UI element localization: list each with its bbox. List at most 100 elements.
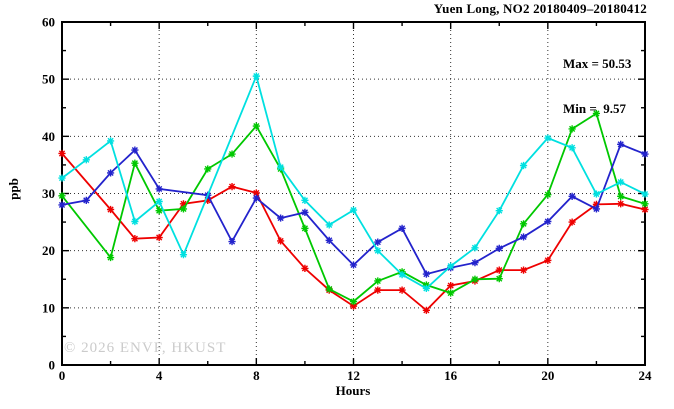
data-point [617, 192, 625, 200]
data-point [568, 192, 576, 200]
data-point [374, 238, 382, 246]
data-point [398, 271, 406, 279]
data-point [82, 196, 90, 204]
y-tick-label-30: 30 [42, 186, 55, 201]
data-point [568, 218, 576, 226]
data-point [228, 183, 236, 191]
data-point [592, 200, 601, 208]
data-point [617, 200, 625, 208]
data-point [155, 197, 163, 206]
data-point [58, 174, 66, 182]
series-blue-markers [58, 140, 649, 278]
data-point [519, 233, 528, 241]
data-point [277, 163, 285, 171]
data-point [179, 205, 188, 213]
data-point [325, 285, 333, 293]
data-point [519, 161, 528, 170]
data-point [155, 233, 163, 242]
data-point [325, 221, 333, 229]
series-blue-line [61, 143, 646, 276]
y-tick-label-50: 50 [42, 72, 55, 87]
data-point [301, 224, 309, 232]
data-point [131, 235, 139, 243]
y-axis-title: ppb [6, 178, 21, 200]
max-min-annotation: Max = 50.53 Min = 9.57 [563, 26, 631, 146]
data-point [228, 237, 236, 246]
y-tick-label-20: 20 [42, 243, 55, 258]
data-point [422, 270, 430, 278]
watermark: © 2026 ENVF, HKUST [64, 340, 227, 356]
chart-title: Yuen Long, NO2 20180409–20180412 [433, 1, 647, 16]
data-point [641, 190, 649, 198]
data-point [325, 236, 333, 244]
data-point [471, 259, 479, 267]
data-point [422, 284, 430, 292]
data-point [398, 286, 406, 294]
data-point [106, 169, 115, 177]
data-point [447, 281, 455, 290]
x-tick-label-4: 4 [156, 368, 163, 383]
data-point [641, 200, 649, 208]
data-point [301, 264, 309, 272]
series-green-line [61, 112, 646, 303]
tick-labels: 0 4 8 12 16 20 24 0 10 20 30 40 50 60 [42, 15, 652, 384]
y-tick-label-60: 60 [42, 15, 55, 30]
data-point [349, 297, 358, 306]
data-point [252, 122, 260, 130]
data-point [58, 192, 66, 200]
data-point [617, 140, 625, 148]
data-point [131, 217, 139, 226]
series-cyan [58, 72, 649, 292]
y-tick-label-10: 10 [42, 300, 55, 315]
data-point [568, 144, 576, 152]
series-blue [58, 140, 649, 278]
data-point [641, 205, 649, 214]
data-point [544, 191, 552, 199]
data-point [617, 178, 625, 186]
data-point [277, 214, 285, 222]
axis-ticks [61, 21, 646, 366]
data-point [592, 109, 601, 118]
data-point [349, 206, 358, 214]
data-point [58, 201, 66, 209]
y-tick-label-0: 0 [49, 358, 56, 373]
x-axis-title: Hours [335, 383, 371, 398]
data-point [592, 190, 601, 198]
data-point [106, 137, 115, 145]
data-point [131, 146, 139, 154]
data-point [106, 253, 115, 262]
x-tick-label-24: 24 [639, 368, 653, 383]
data-point [179, 200, 188, 208]
data-point [301, 196, 309, 204]
data-point [422, 306, 430, 314]
data-point [447, 262, 455, 270]
max-value-line: Max = 50.53 [563, 56, 632, 71]
data-point [58, 149, 66, 158]
data-point [641, 150, 649, 158]
data-point [398, 224, 406, 232]
data-point [544, 134, 552, 142]
data-point [495, 244, 503, 252]
data-point [374, 277, 382, 285]
data-point [495, 266, 503, 274]
min-value-line: Min = 9.57 [563, 101, 627, 116]
data-point [106, 205, 115, 214]
data-point [447, 289, 455, 297]
data-point [349, 261, 358, 269]
data-point [204, 196, 212, 204]
data-point [204, 165, 212, 173]
data-point [277, 237, 285, 245]
x-tick-label-12: 12 [347, 368, 360, 383]
data-point [471, 244, 479, 252]
data-point [252, 189, 260, 197]
data-point [374, 286, 382, 294]
x-tick-label-20: 20 [541, 368, 554, 383]
data-point [349, 302, 358, 310]
data-point [519, 266, 528, 274]
x-tick-label-8: 8 [253, 368, 260, 383]
x-tick-label-0: 0 [59, 368, 66, 383]
data-point [179, 251, 188, 259]
data-point [495, 207, 503, 215]
data-point [374, 247, 382, 255]
